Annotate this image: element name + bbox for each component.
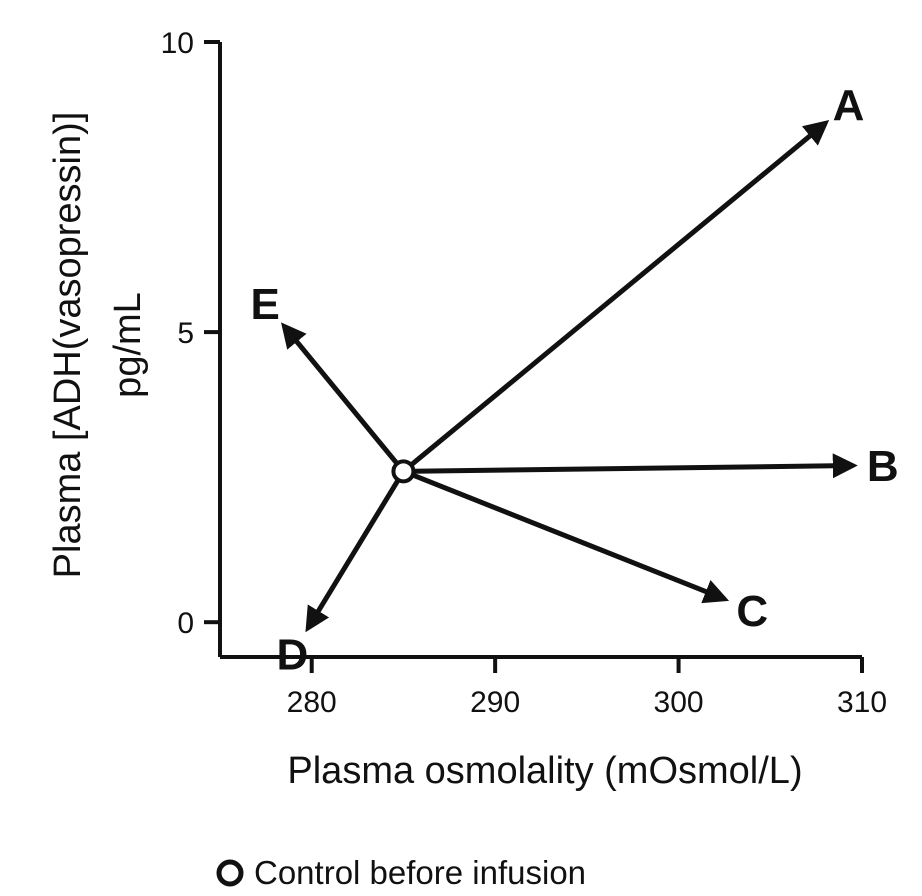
arrow-d — [305, 470, 406, 633]
x-tick-label: 300 — [654, 686, 704, 719]
y-tick-label: 5 — [177, 317, 194, 350]
x-axis-title: Plasma osmolality (mOsmol/L) — [287, 750, 802, 792]
arrow-a — [401, 120, 830, 474]
legend: Control before infusion — [216, 854, 586, 891]
arrow-label-d: D — [277, 631, 309, 680]
y-axis-unit: pg/mL — [107, 292, 149, 398]
arrow-label-e: E — [250, 280, 279, 329]
arrow-b — [403, 453, 858, 479]
arrow-label-c: C — [736, 587, 768, 636]
x-tick-label: 290 — [470, 686, 520, 719]
arrow-label-b: B — [867, 442, 899, 491]
y-axis-title: Plasma [ADH(vasopressin)] — [47, 112, 89, 579]
x-tick-label: 310 — [837, 686, 887, 719]
x-tick-label: 280 — [287, 686, 337, 719]
arrow-c — [402, 469, 730, 604]
y-tick-label: 10 — [161, 27, 194, 60]
legend-marker — [216, 859, 244, 887]
legend-label: Control before infusion — [254, 854, 586, 891]
arrow-e — [281, 322, 406, 473]
arrow-label-a: A — [833, 81, 865, 130]
control-point — [391, 459, 416, 484]
y-tick-label: 0 — [177, 607, 194, 640]
